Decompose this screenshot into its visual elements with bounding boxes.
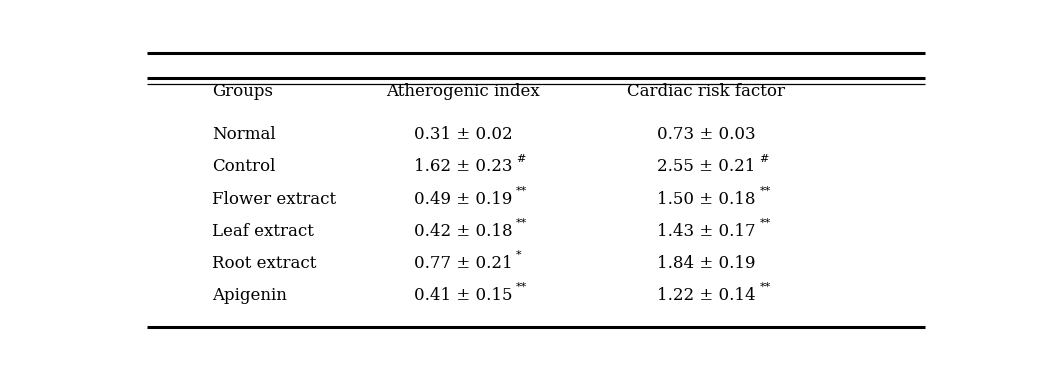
Text: 1.84 ± 0.19: 1.84 ± 0.19 — [657, 255, 755, 272]
Text: Atherogenic index: Atherogenic index — [386, 83, 540, 100]
Text: **: ** — [759, 218, 771, 228]
Text: **: ** — [759, 282, 771, 292]
Text: 0.41 ± 0.15: 0.41 ± 0.15 — [414, 287, 513, 304]
Text: #: # — [517, 154, 525, 164]
Text: Cardiac risk factor: Cardiac risk factor — [628, 83, 786, 100]
Text: 0.42 ± 0.18: 0.42 ± 0.18 — [414, 222, 513, 240]
Text: **: ** — [517, 282, 527, 292]
Text: 0.49 ± 0.19: 0.49 ± 0.19 — [414, 190, 513, 208]
Text: **: ** — [517, 186, 527, 196]
Text: 1.62 ± 0.23: 1.62 ± 0.23 — [414, 158, 513, 176]
Text: 1.43 ± 0.17: 1.43 ± 0.17 — [657, 222, 755, 240]
Text: Flower extract: Flower extract — [211, 190, 336, 208]
Text: 0.77 ± 0.21: 0.77 ± 0.21 — [414, 255, 513, 272]
Text: **: ** — [759, 186, 771, 196]
Text: Groups: Groups — [211, 83, 273, 100]
Text: 1.22 ± 0.14: 1.22 ± 0.14 — [657, 287, 755, 304]
Text: 2.55 ± 0.21: 2.55 ± 0.21 — [657, 158, 755, 176]
Text: **: ** — [517, 218, 527, 228]
Text: *: * — [517, 250, 522, 260]
Text: #: # — [759, 154, 769, 164]
Text: Apigenin: Apigenin — [211, 287, 287, 304]
Text: Root extract: Root extract — [211, 255, 316, 272]
Text: Normal: Normal — [211, 126, 275, 143]
Text: Leaf extract: Leaf extract — [211, 222, 314, 240]
Text: 0.31 ± 0.02: 0.31 ± 0.02 — [414, 126, 513, 143]
Text: 1.50 ± 0.18: 1.50 ± 0.18 — [657, 190, 755, 208]
Text: Control: Control — [211, 158, 275, 176]
Text: 0.73 ± 0.03: 0.73 ± 0.03 — [657, 126, 755, 143]
